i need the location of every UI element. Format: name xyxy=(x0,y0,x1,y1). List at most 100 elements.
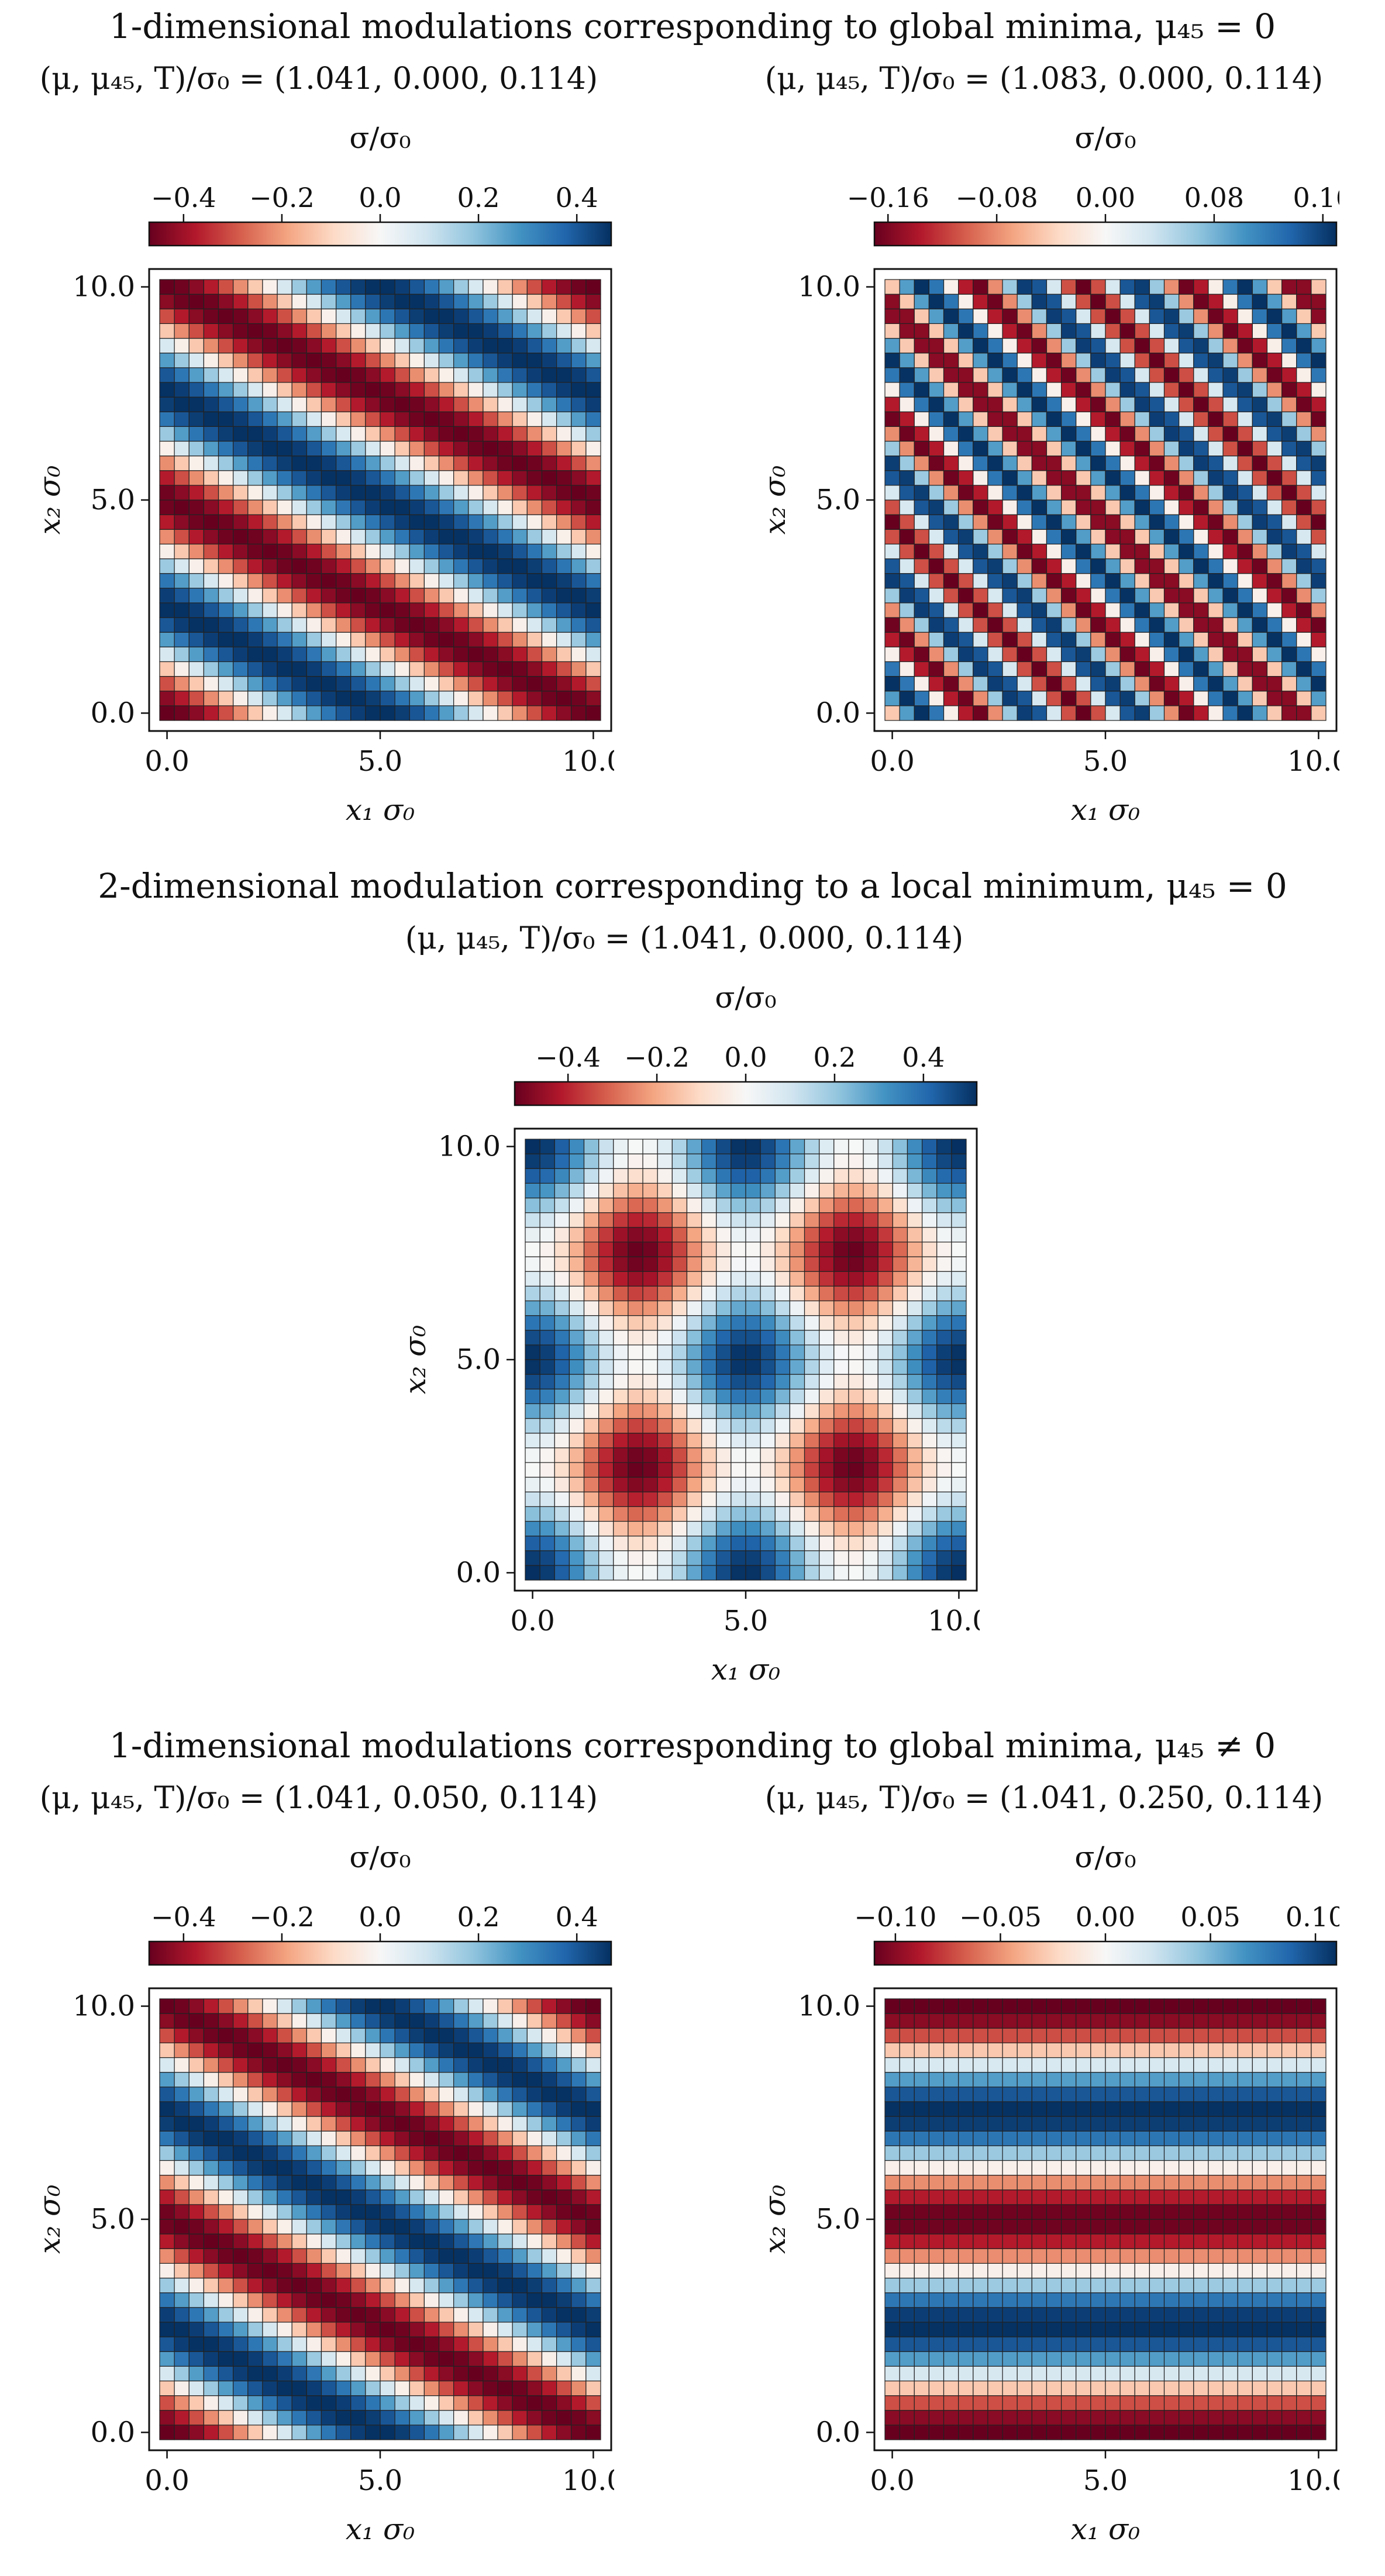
heatmap-cell xyxy=(1060,470,1077,486)
heatmap-cell xyxy=(1208,2219,1224,2234)
heatmap-cell xyxy=(291,499,307,515)
heatmap-cell xyxy=(556,2042,572,2058)
heatmap-cell xyxy=(598,1550,614,1566)
heatmap-cell xyxy=(423,2233,440,2249)
heatmap-cell xyxy=(350,2351,366,2367)
heatmap-cell xyxy=(1266,411,1283,427)
heatmap-cell xyxy=(541,2027,557,2043)
heatmap-cell xyxy=(365,2101,381,2117)
heatmap-cell xyxy=(716,1374,732,1389)
heatmap-cell xyxy=(526,353,543,368)
heatmap-cell xyxy=(247,2233,263,2249)
heatmap-cell xyxy=(365,617,381,633)
heatmap-cell xyxy=(306,558,322,574)
heatmap-cell xyxy=(1296,2336,1312,2352)
heatmap-cell xyxy=(1296,2292,1312,2308)
heatmap-cell xyxy=(598,1344,614,1360)
heatmap-cell xyxy=(203,632,219,647)
heatmap-cell xyxy=(928,2380,945,2396)
heatmap-cell xyxy=(899,2057,915,2073)
heatmap-cell xyxy=(497,675,513,692)
heatmap-cell xyxy=(1193,705,1209,721)
heatmap-cell xyxy=(247,602,263,618)
heatmap-cell xyxy=(1237,588,1253,604)
heatmap-cell xyxy=(1296,2263,1312,2279)
heatmap-cell xyxy=(541,661,557,677)
heatmap-cell xyxy=(159,396,175,412)
heatmap-cell xyxy=(453,661,469,677)
heatmap-cell xyxy=(409,2116,425,2132)
heatmap-cell xyxy=(1060,2189,1077,2205)
heatmap-cell xyxy=(1266,2410,1283,2426)
heatmap-cell xyxy=(1163,308,1180,324)
heatmap-cell xyxy=(1281,308,1297,324)
heatmap-cell xyxy=(159,2160,175,2176)
heatmap-cell xyxy=(1208,588,1224,604)
heatmap-cell xyxy=(1237,2042,1253,2058)
heatmap-cell xyxy=(973,646,988,663)
heatmap-cell xyxy=(556,588,572,604)
heatmap-cell xyxy=(899,558,915,574)
heatmap-cell xyxy=(921,1139,938,1154)
heatmap-cell xyxy=(760,1359,776,1375)
heatmap-cell xyxy=(1296,2013,1312,2029)
heatmap-cell xyxy=(571,617,587,633)
heatmap-cell xyxy=(569,1565,585,1581)
heatmap-cell xyxy=(848,1330,864,1346)
heatmap-cell xyxy=(188,2219,204,2234)
heatmap-cell xyxy=(987,323,1003,339)
heatmap-cell xyxy=(188,2248,204,2264)
heatmap-cell xyxy=(569,1418,585,1434)
heatmap-cell xyxy=(512,2130,528,2146)
heatmap-cell xyxy=(571,2395,587,2411)
heatmap-cell xyxy=(1311,2219,1327,2234)
heatmap-cell xyxy=(365,661,381,677)
heatmap-cell xyxy=(1179,675,1194,692)
heatmap-cell xyxy=(554,1139,570,1154)
heatmap-cell xyxy=(554,1197,570,1213)
heatmap-cell xyxy=(973,705,988,721)
heatmap-cell xyxy=(277,2145,292,2161)
heatmap-cell xyxy=(571,2160,587,2176)
heatmap-cell xyxy=(1222,2292,1238,2308)
heatmap-cell xyxy=(819,1433,835,1449)
heatmap-cell xyxy=(277,2087,292,2102)
heatmap-cell xyxy=(526,2351,543,2367)
heatmap-cell xyxy=(1208,2174,1224,2191)
heatmap-cell xyxy=(247,1998,263,2014)
heatmap-cell xyxy=(848,1212,864,1228)
heatmap-cell xyxy=(438,294,454,309)
heatmap-cell xyxy=(512,573,528,589)
heatmap-cell xyxy=(914,2365,929,2382)
heatmap-cell xyxy=(483,602,498,618)
heatmap-cell xyxy=(321,2307,337,2323)
heatmap-cell xyxy=(554,1153,570,1169)
heatmap-cell xyxy=(453,2292,469,2308)
heatmap-cell xyxy=(453,2233,469,2249)
heatmap-cell xyxy=(525,1491,540,1507)
heatmap-cell xyxy=(585,2322,601,2337)
heatmap-cell xyxy=(526,2365,543,2382)
heatmap-cell xyxy=(1076,455,1091,471)
heatmap-cell xyxy=(1163,323,1180,339)
heatmap-cell xyxy=(1149,2395,1165,2411)
heatmap-cell xyxy=(203,2263,219,2279)
heatmap-cell xyxy=(541,485,557,501)
heatmap-cell xyxy=(526,2380,543,2396)
heatmap-cell xyxy=(569,1300,585,1316)
heatmap-cell xyxy=(804,1330,820,1346)
heatmap-cell xyxy=(585,2145,601,2161)
heatmap-cell xyxy=(701,1315,717,1331)
heatmap-cell xyxy=(671,1139,688,1154)
heatmap-cell xyxy=(394,2042,410,2058)
heatmap-cell xyxy=(928,2189,945,2205)
heatmap-cell xyxy=(1208,2042,1224,2058)
heatmap-cell xyxy=(884,426,900,442)
heatmap-cell xyxy=(233,2027,249,2043)
heatmap-cell xyxy=(1179,632,1194,647)
heatmap-cell xyxy=(556,455,572,471)
heatmap-cell xyxy=(1046,2380,1062,2396)
heatmap-cell xyxy=(203,337,219,354)
heatmap-cell xyxy=(958,514,974,530)
heatmap-cell xyxy=(943,2425,959,2440)
